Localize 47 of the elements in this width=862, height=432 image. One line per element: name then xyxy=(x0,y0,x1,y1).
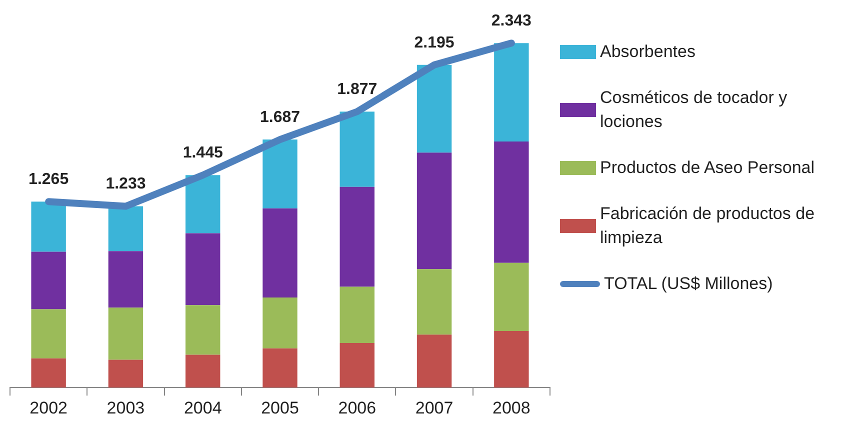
bar xyxy=(186,305,220,355)
x-tick-label: 2003 xyxy=(106,398,145,418)
bar xyxy=(186,233,220,306)
legend-label: TOTAL (US$ Millones) xyxy=(604,273,773,295)
bar xyxy=(108,360,144,388)
bar xyxy=(340,112,374,187)
data-label: 2.195 xyxy=(414,34,454,52)
bar xyxy=(416,64,452,153)
x-tick-label: 2005 xyxy=(261,398,299,418)
x-tick-label: 2004 xyxy=(184,398,222,418)
bar xyxy=(340,186,374,287)
bar xyxy=(494,330,529,388)
data-label: 1.687 xyxy=(260,108,300,126)
data-label: 1.265 xyxy=(28,171,69,188)
bar xyxy=(31,309,66,358)
data-label: 1.445 xyxy=(182,144,223,162)
bar xyxy=(262,348,298,388)
x-tick-label: 2006 xyxy=(338,398,376,418)
legend-label: Absorbentes xyxy=(600,41,696,63)
bar xyxy=(186,175,220,234)
legend-label: Cosméticos de tocador y lociones xyxy=(600,87,788,133)
bar xyxy=(31,252,66,310)
bar xyxy=(340,286,374,344)
bar xyxy=(108,206,144,252)
bar xyxy=(340,343,374,388)
data-label: 2.343 xyxy=(491,12,532,30)
bar xyxy=(494,43,529,142)
data-label: 1.233 xyxy=(106,176,146,193)
x-tick-label: 2002 xyxy=(30,398,68,418)
bar xyxy=(494,141,529,263)
bar xyxy=(31,358,66,388)
bar xyxy=(262,297,298,348)
bar xyxy=(262,208,298,298)
legend-label: Fabricación de productos de limpieza xyxy=(600,203,816,249)
x-tick-label: 2007 xyxy=(415,398,454,418)
data-label: 1.877 xyxy=(337,81,378,98)
bar xyxy=(416,334,452,388)
bar xyxy=(416,152,452,270)
bar xyxy=(186,354,220,388)
bar xyxy=(262,140,298,208)
legend-label: Productos de Aseo Personal xyxy=(600,157,815,179)
bar xyxy=(108,251,144,308)
bar xyxy=(31,202,66,252)
bar xyxy=(108,308,144,360)
bar xyxy=(494,262,529,331)
x-tick-label: 2008 xyxy=(492,398,530,418)
bar xyxy=(416,269,452,335)
